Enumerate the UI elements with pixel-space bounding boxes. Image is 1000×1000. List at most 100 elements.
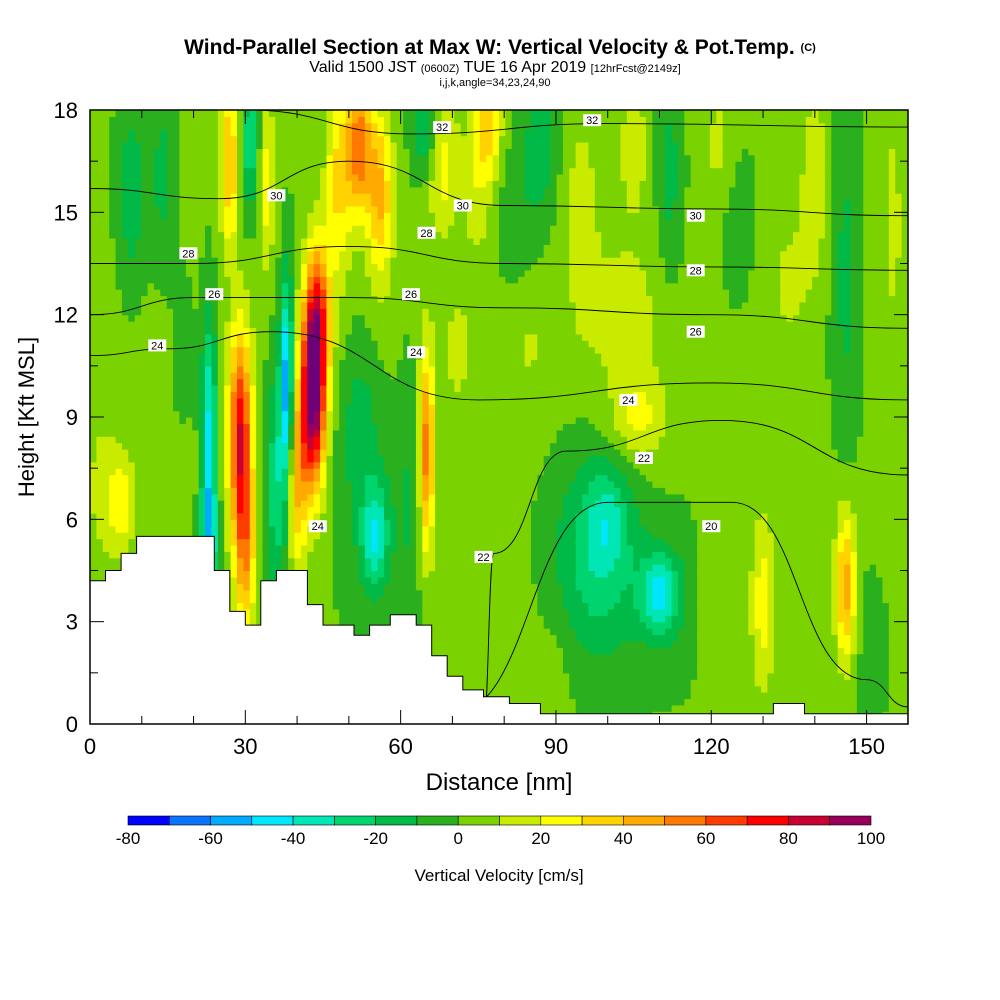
field-cell — [831, 679, 839, 687]
field-cell — [812, 634, 820, 642]
field-cell — [626, 704, 634, 712]
field-cell — [415, 570, 423, 578]
field-cell — [358, 621, 366, 629]
field-cell — [645, 576, 653, 584]
field-cell — [153, 493, 161, 501]
field-cell — [588, 602, 596, 610]
field-cell — [441, 615, 449, 623]
field-cell — [441, 628, 449, 636]
field-cell — [856, 487, 864, 495]
field-cell — [256, 551, 264, 559]
field-cell — [831, 500, 839, 508]
field-cell — [332, 493, 340, 501]
field-cell — [479, 532, 487, 540]
field-cell — [300, 519, 308, 527]
field-cell — [690, 525, 698, 533]
field-cell — [837, 660, 845, 668]
field-cell — [511, 692, 519, 700]
field-cell — [792, 474, 800, 482]
field-cell — [524, 532, 532, 540]
field-cell — [543, 493, 551, 501]
field-cell — [754, 500, 762, 508]
field-cell — [773, 679, 781, 687]
field-cell — [831, 570, 839, 578]
field-cell — [895, 564, 903, 572]
field-cell — [249, 551, 257, 559]
field-cell — [96, 519, 104, 527]
field-cell — [358, 532, 366, 540]
field-cell — [236, 589, 244, 597]
field-cell — [888, 480, 896, 488]
field-cell — [684, 602, 692, 610]
field-cell — [396, 500, 404, 508]
field-cell — [467, 544, 475, 552]
field-cell — [818, 621, 826, 629]
field-cell — [486, 692, 494, 700]
field-cell — [729, 576, 737, 584]
field-cell — [658, 564, 666, 572]
field-cell — [786, 583, 794, 591]
field-cell — [856, 544, 864, 552]
field-cell — [345, 480, 353, 488]
field-cell — [166, 532, 174, 540]
field-cell — [818, 557, 826, 565]
field-cell — [869, 525, 877, 533]
field-cell — [882, 570, 890, 578]
field-cell — [677, 647, 685, 655]
field-cell — [761, 621, 769, 629]
field-cell — [594, 487, 602, 495]
field-cell — [128, 512, 136, 520]
field-cell — [741, 679, 749, 687]
field-cell — [479, 685, 487, 693]
field-cell — [863, 544, 871, 552]
field-cell — [141, 493, 149, 501]
field-cell — [799, 570, 807, 578]
field-cell — [799, 647, 807, 655]
field-cell — [486, 576, 494, 584]
field-cell — [901, 602, 908, 610]
field-cell — [326, 519, 334, 527]
field-cell — [569, 589, 577, 597]
field-cell — [639, 596, 647, 604]
field-cell — [754, 685, 762, 693]
field-cell — [275, 512, 283, 520]
field-cell — [147, 493, 155, 501]
field-cell — [435, 487, 443, 495]
field-cell — [582, 538, 590, 546]
field-cell — [530, 557, 538, 565]
field-cell — [709, 704, 717, 712]
field-cell — [96, 474, 104, 482]
field-cell — [415, 519, 423, 527]
field-cell — [550, 544, 558, 552]
field-cell — [626, 660, 634, 668]
field-cell — [326, 487, 334, 495]
field-cell — [620, 538, 628, 546]
field-cell — [671, 628, 679, 636]
field-cell — [556, 692, 564, 700]
field-cell — [850, 557, 858, 565]
field-cell — [645, 487, 653, 495]
field-cell — [594, 474, 602, 482]
field-cell — [754, 576, 762, 584]
field-cell — [582, 506, 590, 514]
field-cell — [96, 544, 104, 552]
field-cell — [243, 512, 251, 520]
field-cell — [677, 576, 685, 584]
field-cell — [780, 519, 788, 527]
field-cell — [735, 596, 743, 604]
field-cell — [671, 512, 679, 520]
field-cell — [786, 519, 794, 527]
field-cell — [601, 506, 609, 514]
field-cell — [454, 608, 462, 616]
field-cell — [524, 519, 532, 527]
field-cell — [709, 589, 717, 597]
field-cell — [192, 519, 200, 527]
field-cell — [268, 512, 276, 520]
field-cell — [96, 500, 104, 508]
field-cell — [134, 506, 142, 514]
field-cell — [192, 512, 200, 520]
field-cell — [268, 506, 276, 514]
field-cell — [805, 589, 813, 597]
field-cell — [882, 576, 890, 584]
field-cell — [300, 512, 308, 520]
